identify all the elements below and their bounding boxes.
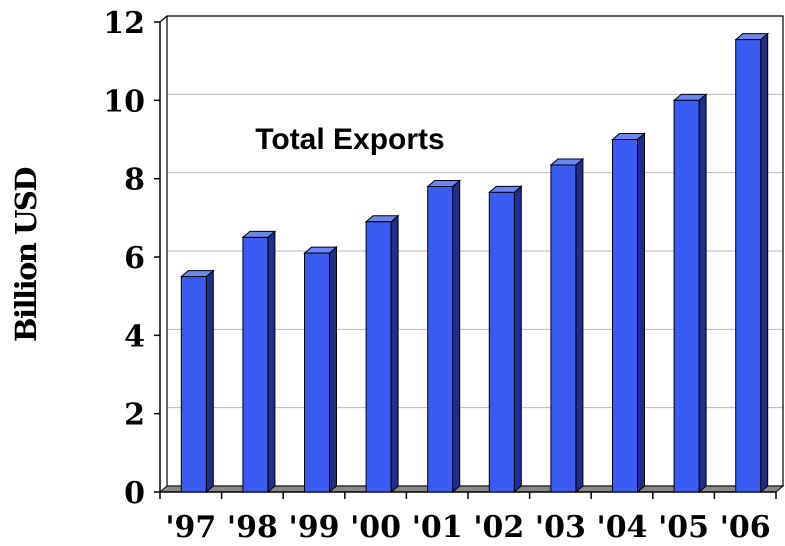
bar-front xyxy=(242,236,269,493)
bar xyxy=(487,185,523,494)
bar-side xyxy=(698,93,707,494)
y-tick-label: 4 xyxy=(124,319,145,354)
bar-side xyxy=(637,132,645,494)
x-tick-label: '00 xyxy=(350,510,401,545)
bar-front xyxy=(612,139,638,493)
bar-side xyxy=(452,179,461,494)
bar xyxy=(734,32,770,494)
bar-front xyxy=(180,276,207,493)
series-label: Total Exports xyxy=(255,123,444,156)
x-tick-label: '98 xyxy=(227,510,278,545)
bar-side xyxy=(267,230,276,494)
x-tick-label: '97 xyxy=(165,510,216,545)
y-tick-label: 2 xyxy=(124,398,145,433)
bar xyxy=(241,230,277,494)
y-tick-label: 12 xyxy=(103,6,145,41)
bar-front xyxy=(365,221,392,493)
x-tick-labels: '97 '98 '99 '00 '01 '02 '03 '04 '05 '06 xyxy=(159,492,777,545)
x-tick-label: '99 xyxy=(289,510,340,545)
x-tick-label: '06 xyxy=(720,510,771,545)
bar xyxy=(179,269,215,494)
bar-front xyxy=(304,252,330,493)
bar-front xyxy=(488,191,515,493)
bar xyxy=(426,179,462,494)
x-tick-label: '03 xyxy=(535,510,586,545)
y-tick-label: 6 xyxy=(124,241,145,276)
y-axis-label: Billion USD xyxy=(9,168,43,342)
x-tick-label: '05 xyxy=(658,510,709,545)
bar-side xyxy=(575,157,584,494)
bar-front xyxy=(550,164,577,493)
bar xyxy=(364,214,400,494)
x-tick-label: '01 xyxy=(412,510,463,545)
bar-front xyxy=(673,99,700,493)
y-tick-label: 0 xyxy=(124,476,145,511)
bar-side xyxy=(513,185,522,494)
x-tick-label: '02 xyxy=(473,510,524,545)
bar-side xyxy=(390,214,399,494)
bar-side xyxy=(205,269,214,494)
x-tick-label: '04 xyxy=(597,510,648,545)
bars xyxy=(179,32,770,494)
y-tick-label: 8 xyxy=(124,163,145,198)
bar-front xyxy=(735,39,762,493)
y-tick-labels: 0 2 4 6 8 10 12 xyxy=(103,6,160,511)
y-tick-label: 10 xyxy=(103,84,145,119)
bar xyxy=(611,132,646,494)
bar-side xyxy=(329,245,337,494)
bar xyxy=(549,157,585,494)
depth-edge-top xyxy=(159,15,168,23)
bar-front xyxy=(427,186,454,493)
bar xyxy=(672,93,708,494)
bar xyxy=(303,245,338,494)
bar-side xyxy=(760,32,769,494)
